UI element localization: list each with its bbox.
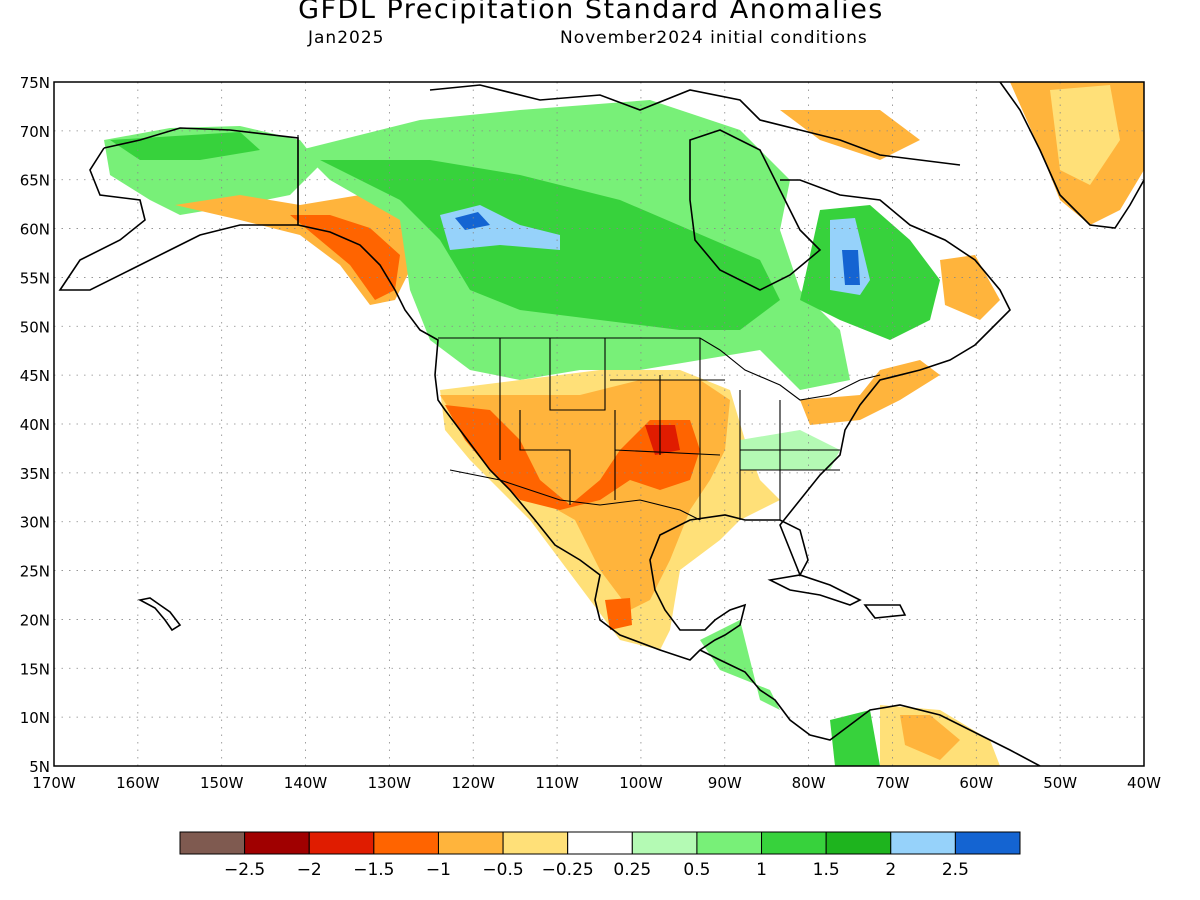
- anomaly-panama-green: [830, 710, 880, 766]
- lat-tick-label: 25N: [20, 563, 50, 581]
- longitude-labels: 170W 160W 150W 140W 130W 120W 110W 100W 90W 80W 70…: [32, 774, 1161, 792]
- lat-tick-label: 15N: [20, 660, 50, 678]
- political-borders: [297, 135, 881, 521]
- lon-tick-label: 120W: [451, 774, 495, 792]
- colorbar-swatch: [631, 831, 698, 855]
- lat-tick-label: 55N: [20, 269, 50, 287]
- lat-tick-label: 40N: [20, 416, 50, 434]
- latitude-labels: 75N 70N 65N 60N 55N 50N 45N 40N 35N 30N 25N 20N 15N 1…: [20, 74, 50, 776]
- colorbar: [179, 831, 1021, 855]
- colorbar-swatch: [502, 831, 569, 855]
- anomaly-quebec-blue: [842, 250, 860, 285]
- anomaly-greenland-yellow: [1050, 85, 1120, 185]
- map-title: GFDL Precipitation Standard Anomalies: [298, 0, 884, 25]
- colorbar-tick-label: −2: [297, 860, 322, 880]
- coastline-hawaii: [137, 597, 182, 632]
- coastline-central-america: [699, 649, 1041, 766]
- anomaly-baffin-orange: [780, 110, 920, 160]
- coastline-cuba: [767, 574, 862, 606]
- lon-tick-label: 100W: [619, 774, 663, 792]
- anomaly-bc-red: [290, 215, 400, 300]
- lat-tick-label: 35N: [20, 465, 50, 483]
- lat-tick-label: 5N: [29, 758, 50, 776]
- colorbar-swatch: [179, 831, 246, 855]
- lon-tick-label: 90W: [708, 774, 742, 792]
- init-conditions-label: November2024 initial conditions: [560, 28, 868, 48]
- colorbar-swatch: [890, 831, 956, 855]
- anomaly-samerica-orange: [900, 715, 960, 760]
- colorbar-tick-label: 0.5: [683, 860, 710, 880]
- colorbar-swatch: [244, 831, 310, 855]
- border-us-mexico: [449, 469, 701, 521]
- colorbar-tick-label: −1.5: [353, 860, 394, 880]
- anomaly-labrador-orange: [940, 255, 1000, 320]
- anomaly-field: [104, 82, 1144, 766]
- colorbar-tick-label: −0.25: [542, 860, 594, 880]
- anomaly-centralamerica-green: [700, 620, 780, 710]
- colorbar-tick-label: −0.5: [482, 860, 523, 880]
- colorbar-tick-label: 2.5: [942, 860, 969, 880]
- lat-tick-label: 10N: [20, 709, 50, 727]
- lat-tick-label: 45N: [20, 367, 50, 385]
- lon-tick-label: 170W: [32, 774, 76, 792]
- anomaly-us-darkred: [645, 425, 680, 455]
- colorbar-swatch: [373, 831, 439, 855]
- coastline-hispaniola: [863, 604, 907, 619]
- lon-tick-label: 60W: [959, 774, 993, 792]
- lat-tick-label: 20N: [20, 611, 50, 629]
- colorbar-tick-label: −1: [426, 860, 451, 880]
- lon-tick-label: 150W: [200, 774, 244, 792]
- colorbar-swatch: [954, 831, 1021, 855]
- coastline-western-alaska: [58, 147, 298, 291]
- colorbar-tick-label: 2: [885, 860, 896, 880]
- lat-tick-label: 70N: [20, 123, 50, 141]
- coastline-alaska: [103, 127, 1011, 661]
- lat-lon-grid: [54, 82, 1144, 766]
- lon-tick-label: 140W: [284, 774, 328, 792]
- colorbar-swatch: [567, 831, 633, 855]
- lat-tick-label: 75N: [20, 74, 50, 92]
- lon-tick-label: 70W: [876, 774, 910, 792]
- anomaly-alaska-darkgreen: [110, 132, 260, 160]
- coastlines: [58, 82, 1144, 766]
- anomaly-us-red: [445, 405, 700, 510]
- lat-tick-label: 60N: [20, 221, 50, 239]
- colorbar-swatch: [308, 831, 375, 855]
- lon-tick-label: 160W: [116, 774, 160, 792]
- coastline-hudson-bay: [689, 129, 822, 291]
- coastline-greenland: [999, 82, 1144, 229]
- colorbar-tick-label: 1: [756, 860, 767, 880]
- colorbar-swatch: [696, 831, 763, 855]
- lat-tick-label: 50N: [20, 318, 50, 336]
- colorbar-labels: −2.5 −2 −1.5 −1 −0.5 −0.25 0.25 0.5 1 1.5 2 2.5: [224, 860, 969, 880]
- valid-month-label: Jan2025: [308, 28, 385, 48]
- anomaly-mexico-red: [605, 598, 632, 630]
- colorbar-tick-label: 0.25: [613, 860, 651, 880]
- colorbar-swatch: [437, 831, 504, 855]
- lon-tick-label: 40W: [1127, 774, 1161, 792]
- lon-tick-label: 50W: [1043, 774, 1077, 792]
- lat-tick-label: 30N: [20, 514, 50, 532]
- border-states-1: [499, 338, 840, 520]
- lon-tick-label: 130W: [368, 774, 412, 792]
- colorbar-swatch: [761, 831, 827, 855]
- anomaly-canada-blue: [455, 212, 490, 230]
- coastline-arctic-islands: [429, 84, 961, 166]
- colorbar-swatch: [825, 831, 892, 855]
- plot-frame: [53, 81, 1145, 767]
- lon-tick-label: 110W: [535, 774, 579, 792]
- colorbar-tick-label: −2.5: [224, 860, 265, 880]
- border-us-canada: [438, 337, 881, 401]
- colorbar-tick-label: 1.5: [813, 860, 840, 880]
- lon-tick-label: 80W: [792, 774, 826, 792]
- lat-tick-label: 65N: [20, 172, 50, 190]
